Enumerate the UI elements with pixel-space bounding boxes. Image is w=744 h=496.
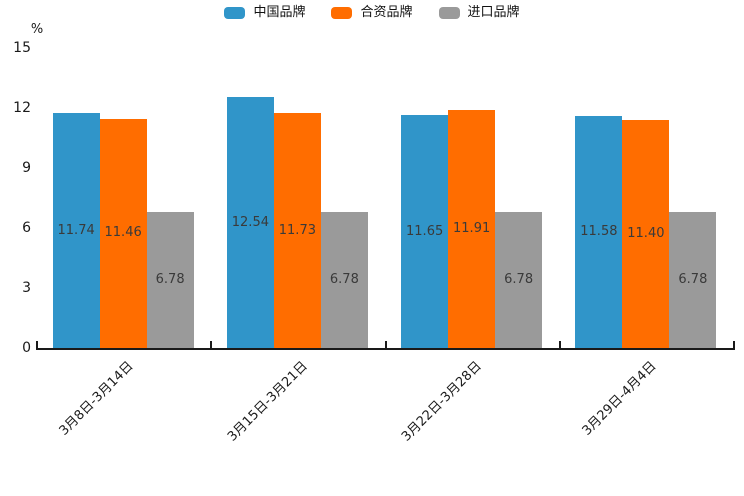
x-category-label: 3月8日-3月14日 bbox=[56, 358, 137, 439]
bar[interactable] bbox=[448, 109, 496, 348]
legend-label: 合资品牌 bbox=[360, 5, 413, 20]
y-tick-label: 0 bbox=[22, 340, 31, 356]
bar-value-label: 6.78 bbox=[504, 272, 534, 288]
bar-value-label: 11.65 bbox=[406, 223, 444, 239]
bar[interactable] bbox=[99, 118, 147, 348]
x-category-label: 3月22日-3月28日 bbox=[399, 358, 486, 445]
y-tick-label: 12 bbox=[13, 100, 31, 116]
bar[interactable] bbox=[495, 212, 543, 348]
x-axis-tick bbox=[558, 341, 561, 348]
legend-label: 中国品牌 bbox=[253, 5, 306, 20]
y-tick-label: 6 bbox=[22, 220, 31, 236]
legend-label: 进口品牌 bbox=[467, 5, 520, 20]
y-axis-unit-label: % bbox=[30, 22, 44, 37]
bar[interactable] bbox=[226, 97, 274, 348]
legend-swatch-icon bbox=[331, 7, 353, 19]
legend-swatch-icon bbox=[224, 7, 246, 19]
bar[interactable] bbox=[669, 212, 717, 348]
y-tick-label: 9 bbox=[22, 160, 31, 176]
bar[interactable] bbox=[273, 113, 321, 348]
legend-swatch-icon bbox=[438, 7, 460, 19]
bar[interactable] bbox=[320, 212, 368, 348]
bar-value-label: 11.73 bbox=[278, 222, 316, 238]
bar-value-label: 6.78 bbox=[329, 272, 359, 288]
bar[interactable] bbox=[575, 116, 623, 348]
bar[interactable] bbox=[622, 120, 670, 348]
bar-value-label: 6.78 bbox=[155, 272, 185, 288]
x-category-label: 3月15日-3月21日 bbox=[225, 358, 311, 445]
bar-value-label: 11.74 bbox=[57, 222, 95, 238]
x-axis-tick bbox=[733, 341, 735, 348]
x-axis-tick bbox=[210, 341, 213, 348]
legend-item[interactable]: 中国品牌 bbox=[224, 6, 305, 20]
bar-value-label: 6.78 bbox=[678, 272, 708, 288]
legend-item[interactable]: 进口品牌 bbox=[438, 5, 520, 20]
x-axis-tick bbox=[36, 341, 38, 348]
bar[interactable] bbox=[401, 115, 449, 348]
x-axis-tick bbox=[384, 341, 387, 348]
x-category-label: 3月29日-4月4日 bbox=[579, 358, 660, 439]
y-tick-label: 15 bbox=[13, 40, 31, 56]
legend: 中国品牌 合资品牌 进口品牌 bbox=[0, 6, 744, 20]
bar-value-label: 11.58 bbox=[580, 224, 618, 240]
bar-value-label: 11.40 bbox=[627, 226, 665, 241]
bar-value-label: 11.46 bbox=[104, 225, 142, 241]
bar-value-label: 12.54 bbox=[231, 214, 269, 230]
bar[interactable] bbox=[52, 113, 100, 348]
y-tick-label: 3 bbox=[22, 280, 31, 296]
bar-value-label: 11.91 bbox=[453, 220, 491, 236]
legend-item[interactable]: 合资品牌 bbox=[331, 5, 413, 20]
x-axis-line bbox=[36, 348, 735, 350]
bar[interactable] bbox=[146, 212, 194, 348]
